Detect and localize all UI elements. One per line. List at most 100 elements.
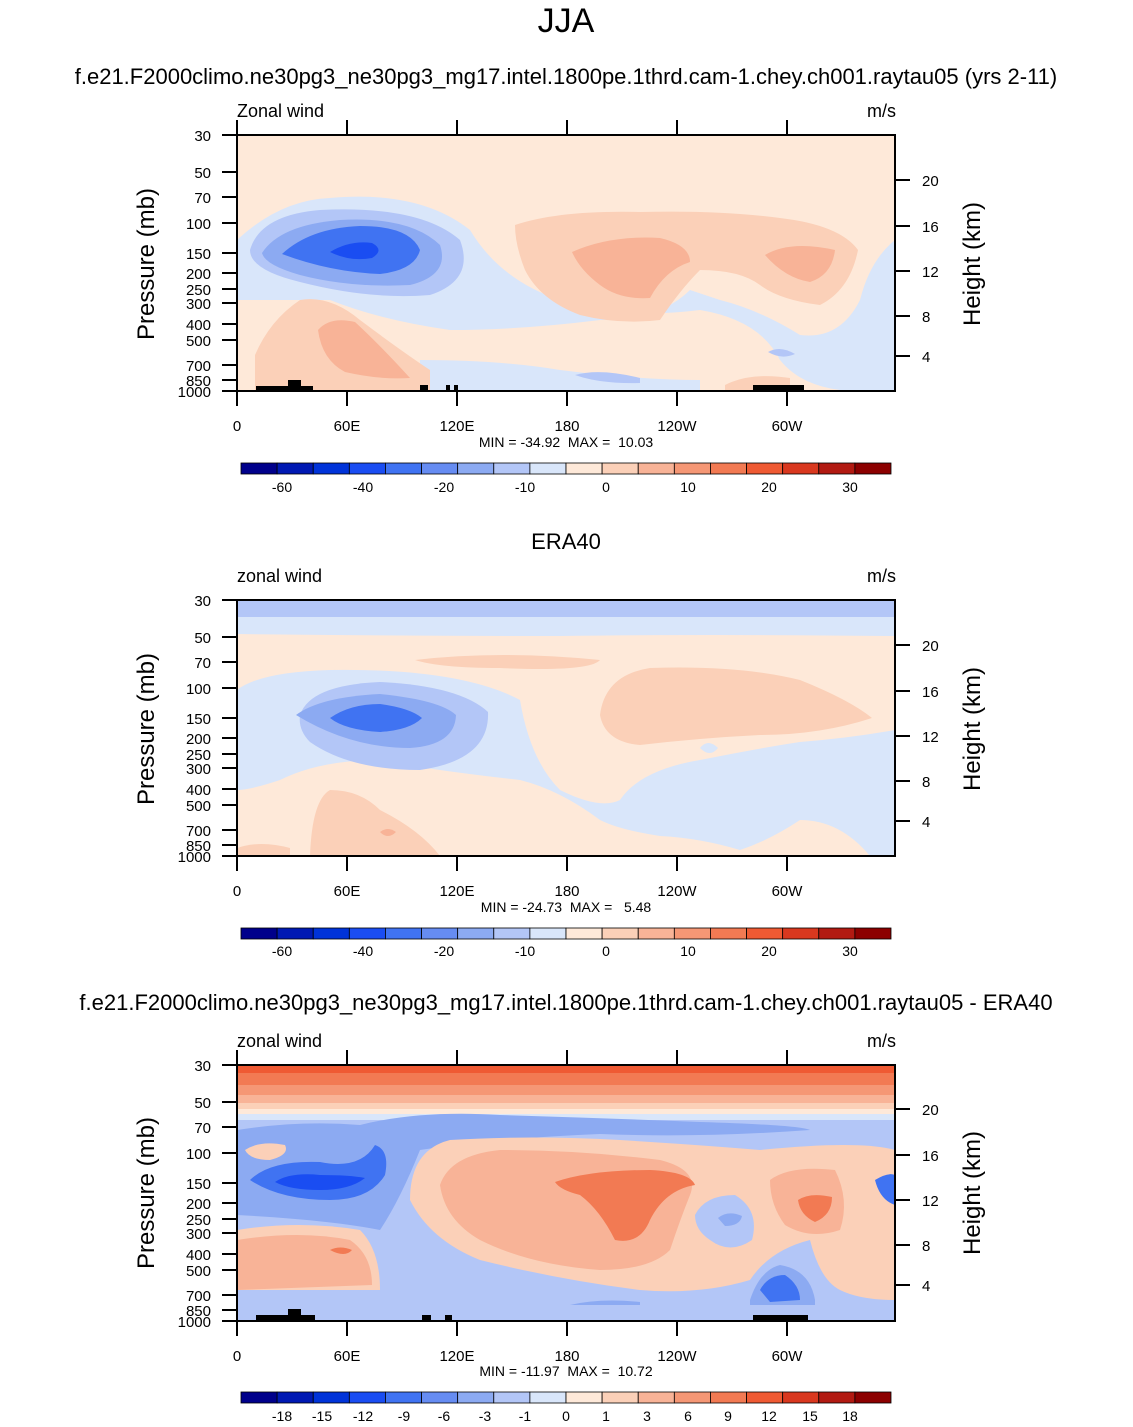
x-tick-label: 120E — [439, 883, 474, 900]
y2-tick-labels: 20 16 12 8 4 — [922, 1102, 939, 1295]
y-tick-label: 400 — [186, 782, 211, 799]
colorbar-label: 30 — [842, 943, 858, 959]
x-tick-label: 0 — [233, 418, 241, 435]
y-tick-label: 300 — [186, 296, 211, 313]
contour-negative-6-band — [237, 1113, 810, 1230]
y2-tick-label: 16 — [922, 1148, 939, 1165]
colorbar-swatch — [565, 462, 603, 475]
panel-era40: ERA40 zonal wind m/s 30 50 70 100 150 20… — [133, 529, 986, 959]
panel-model: f.e21.F2000climo.ne30pg3_ne30pg3_mg17.in… — [75, 64, 1058, 495]
y-tick-label: 250 — [186, 747, 211, 764]
colorbar-swatch — [782, 927, 820, 940]
y-tick-labels: 30 50 70 100 150 200 250 300 400 500 700… — [178, 593, 211, 866]
colorbar-label: -20 — [434, 943, 454, 959]
panel-difference: f.e21.F2000climo.ne30pg3_ne30pg3_mg17.in… — [79, 990, 1052, 1424]
colorbar-labels: -18 -15 -12 -9 -6 -3 -1 0 1 3 6 9 12 15 … — [272, 1408, 858, 1424]
colorbar-swatch — [240, 462, 278, 475]
x-tick-label: 60W — [772, 1348, 804, 1365]
colorbar-swatch — [421, 1391, 459, 1404]
y-tick-label: 70 — [194, 190, 211, 207]
x-tick-label: 120W — [657, 418, 697, 435]
x-tick-label: 60E — [334, 1348, 361, 1365]
y-tick-label: 30 — [194, 128, 211, 145]
colorbar-swatch — [710, 462, 747, 475]
y-tick-label: 250 — [186, 1212, 211, 1229]
y2-tick-label: 20 — [922, 638, 939, 655]
y2-axis-label: Height (km) — [959, 1131, 986, 1255]
colorbar-swatch — [385, 462, 422, 475]
contour-negative-top — [237, 600, 895, 617]
y-tick-label: 30 — [194, 1058, 211, 1075]
colorbar-swatch — [421, 927, 459, 940]
colorbar-labels: -60 -40 -20 -10 0 10 20 30 — [272, 479, 858, 495]
colorbar-swatch — [493, 462, 531, 475]
y2-ticks — [895, 644, 910, 822]
contour-negative-30 — [330, 242, 379, 260]
contour-positive-lower-2 — [237, 844, 290, 856]
contour-negative-12 — [275, 1174, 365, 1190]
colorbar-label: -6 — [438, 1408, 451, 1424]
contour-top-6 — [237, 1095, 895, 1103]
colorbar-swatch — [457, 462, 495, 475]
colorbar-swatch — [854, 927, 892, 940]
y-tick-label: 1000 — [178, 1314, 211, 1331]
colorbar-swatch — [637, 927, 675, 940]
y2-tick-label: 12 — [922, 264, 939, 281]
y-tick-label: 30 — [194, 593, 211, 610]
min-max-stats: MIN = -34.92 MAX = 10.03 — [479, 434, 654, 450]
contour-negative-small — [700, 743, 718, 753]
colorbar-label: -15 — [312, 1408, 332, 1424]
colorbar-swatch — [348, 1391, 386, 1404]
y2-tick-label: 4 — [922, 1278, 930, 1295]
y-axis-label: Pressure (mb) — [133, 1117, 160, 1269]
colorbar-label: 18 — [842, 1408, 858, 1424]
y-tick-label: 150 — [186, 711, 211, 728]
panel-title: f.e21.F2000climo.ne30pg3_ne30pg3_mg17.in… — [75, 64, 1058, 89]
contour-top-12 — [237, 1073, 895, 1085]
colorbar-swatch — [348, 927, 386, 940]
y-tick-label: 50 — [194, 165, 211, 182]
colorbar-swatch — [421, 462, 459, 475]
units-label: m/s — [867, 101, 896, 121]
colorbar-label: 10 — [680, 943, 696, 959]
colorbar-label: 3 — [643, 1408, 651, 1424]
colorbar-swatch — [312, 462, 350, 475]
x-ticks — [236, 120, 788, 406]
colorbar-label: -40 — [353, 943, 373, 959]
colorbar-label: -1 — [519, 1408, 532, 1424]
y-tick-label: 850 — [186, 373, 211, 390]
contour-positive-left-top — [245, 1143, 286, 1160]
colorbar-label: -10 — [515, 943, 535, 959]
colorbar-swatch — [710, 1391, 747, 1404]
y2-tick-label: 8 — [922, 774, 930, 791]
colorbar — [240, 1391, 892, 1404]
contour-positive-small — [380, 829, 396, 836]
y-tick-label: 850 — [186, 1303, 211, 1320]
colorbar-label: 0 — [562, 1408, 570, 1424]
contour-top-1 — [237, 1109, 895, 1114]
colorbar-swatch — [673, 462, 711, 475]
topography — [256, 1309, 808, 1321]
contour-negative-small — [768, 348, 795, 357]
colorbar-swatch — [276, 462, 314, 475]
colorbar-label: -12 — [353, 1408, 373, 1424]
colorbar-swatch — [529, 462, 567, 475]
colorbar-swatch — [529, 927, 567, 940]
colorbar-label: 6 — [684, 1408, 692, 1424]
x-tick-label: 180 — [554, 418, 579, 435]
y-tick-label: 300 — [186, 1226, 211, 1243]
colorbar-swatch — [673, 927, 711, 940]
y2-ticks — [895, 179, 910, 357]
colorbar-swatch — [601, 462, 639, 475]
y-ticks — [222, 134, 237, 392]
y-tick-label: 100 — [186, 1146, 211, 1163]
contour-positive-strip — [415, 655, 600, 669]
x-tick-labels: 0 60E 120E 180 120W 60W — [233, 883, 803, 900]
y-tick-label: 700 — [186, 358, 211, 375]
colorbar-swatch — [782, 1391, 820, 1404]
colorbar-label: 10 — [680, 479, 696, 495]
contour-negative-band — [237, 617, 895, 636]
y-tick-label: 700 — [186, 1288, 211, 1305]
y-tick-label: 50 — [194, 630, 211, 647]
contour-positive-lower-left-2 — [237, 1235, 372, 1290]
